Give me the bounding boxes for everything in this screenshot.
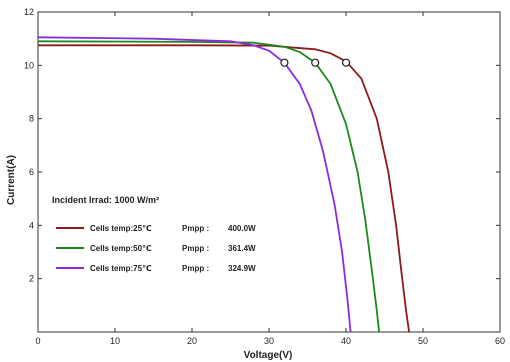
x-tick-label: 50: [418, 336, 428, 346]
y-tick-label: 4: [29, 220, 34, 230]
y-tick-label: 6: [29, 167, 34, 177]
mpp-marker-3: [280, 58, 289, 67]
annotation-irradiance: Incident Irrad: 1000 W/m²: [52, 195, 159, 205]
y-tick-label: 12: [24, 7, 34, 17]
legend-pmpp-label-2: Pmpp :: [182, 244, 209, 253]
y-tick-label: 10: [24, 60, 34, 70]
plot-frame: [37, 11, 501, 333]
legend-pmpp-label-1: Pmpp :: [182, 224, 209, 233]
x-tick-label: 60: [495, 336, 505, 346]
series-line-1: [38, 44, 410, 333]
x-tick-label: 20: [187, 336, 197, 346]
x-tick-label: 40: [341, 336, 351, 346]
y-tick-label: 2: [29, 274, 34, 284]
legend-pmpp-value-2: 361.4W: [228, 244, 256, 253]
legend-label-3: Cells temp:75℃: [90, 264, 152, 273]
x-tick-label: 0: [35, 336, 40, 346]
legend-pmpp-value-1: 400.0W: [228, 224, 256, 233]
series-line-3: [37, 36, 352, 333]
x-tick-label: 10: [110, 336, 120, 346]
series-line-2: [37, 40, 380, 333]
y-axis-title: Current(A): [6, 155, 17, 205]
mpp-marker-2: [311, 58, 320, 67]
legend-pmpp-label-3: Pmpp :: [182, 264, 209, 273]
mpp-marker-1: [341, 58, 351, 67]
legend-pmpp-value-3: 324.9W: [228, 264, 256, 273]
legend-label-1: Cells temp:25℃: [90, 224, 152, 233]
y-tick-label: 8: [29, 114, 34, 124]
legend-label-2: Cells temp:50℃: [90, 244, 152, 253]
x-tick-label: 30: [264, 336, 274, 346]
x-axis-title: Voltage(V): [244, 350, 293, 361]
